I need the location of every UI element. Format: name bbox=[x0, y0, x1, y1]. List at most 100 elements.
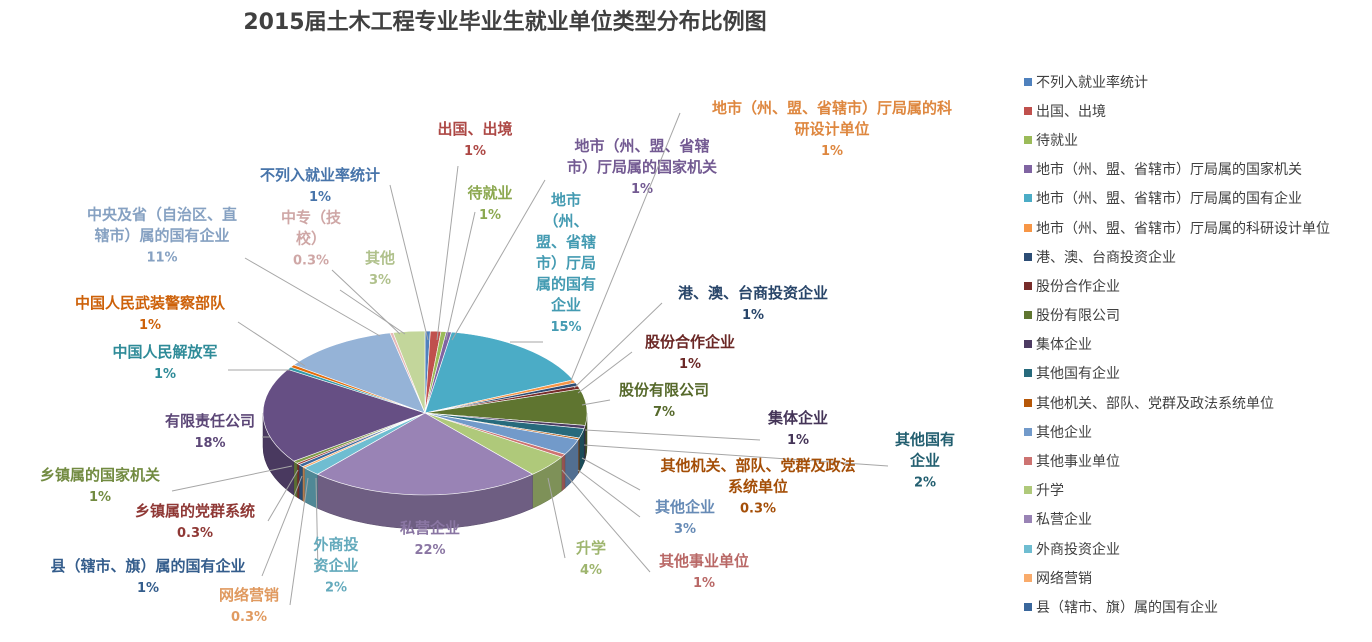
legend: 不列入就业率统计 出国、出境 待就业 地市（州、盟、省辖市）厅局属的国家机关 地市（州、… bbox=[1024, 67, 1369, 622]
legend-label: 其他事业单位 bbox=[1036, 454, 1120, 471]
legend-item: 其他事业单位 bbox=[1024, 446, 1369, 475]
legend-item: 股份有限公司 bbox=[1024, 301, 1369, 330]
slice-label: 有限责任公司 bbox=[165, 412, 255, 430]
slice-label: 乡镇属的党群系统 bbox=[135, 502, 255, 520]
slice-label: 资企业 bbox=[313, 557, 358, 575]
legend-label: 县（辖市、旗）属的国有企业 bbox=[1036, 599, 1218, 616]
slice-label: 县（辖市、旗）属的国有企业 bbox=[50, 557, 245, 575]
legend-swatch bbox=[1024, 77, 1032, 86]
leader-line bbox=[584, 429, 761, 441]
legend-swatch bbox=[1024, 573, 1032, 582]
legend-swatch bbox=[1024, 311, 1032, 320]
legend-item: 出国、出境 bbox=[1024, 96, 1369, 125]
leader-line bbox=[171, 465, 293, 492]
legend-swatch bbox=[1024, 427, 1032, 436]
legend-item: 股份合作企业 bbox=[1024, 271, 1369, 300]
leader-line bbox=[244, 257, 381, 337]
legend-label: 地市（州、盟、省辖市）厅局属的国家机关 bbox=[1036, 162, 1302, 179]
slice-percent: 22% bbox=[414, 543, 445, 558]
slice-label: 企业 bbox=[909, 452, 940, 470]
legend-swatch bbox=[1024, 135, 1032, 144]
legend-swatch bbox=[1024, 165, 1032, 174]
pie-slice-side bbox=[296, 462, 300, 499]
legend-swatch bbox=[1024, 369, 1032, 378]
slice-percent: 7% bbox=[653, 405, 675, 420]
legend-item: 其他国有企业 bbox=[1024, 359, 1369, 388]
slice-label: 其他 bbox=[365, 249, 395, 267]
legend-label: 地市（州、盟、省辖市）厅局属的国有企业 bbox=[1036, 191, 1302, 208]
leader-line bbox=[451, 179, 546, 341]
slice-label: 校） bbox=[296, 230, 326, 248]
slice-percent: 18% bbox=[194, 436, 225, 451]
leader-line bbox=[577, 469, 641, 518]
slice-percent: 15% bbox=[550, 320, 581, 335]
slice-label: 不列入就业率统计 bbox=[260, 166, 380, 184]
legend-swatch bbox=[1024, 515, 1032, 524]
legend-label: 外商投资企业 bbox=[1036, 541, 1120, 558]
legend-swatch bbox=[1024, 457, 1032, 466]
slice-percent: 1% bbox=[631, 182, 653, 197]
legend-swatch bbox=[1024, 544, 1032, 553]
slice-percent: 11% bbox=[146, 251, 177, 266]
slice-label: 中国人民武装警察部队 bbox=[75, 294, 226, 312]
slice-label: 集体企业 bbox=[767, 409, 828, 427]
legend-swatch bbox=[1024, 340, 1032, 349]
slice-percent: 1% bbox=[742, 308, 764, 323]
leader-line bbox=[569, 112, 681, 384]
legend-swatch bbox=[1024, 252, 1032, 261]
legend-item: 待就业 bbox=[1024, 125, 1369, 154]
slice-label: 研设计单位 bbox=[794, 120, 869, 138]
slice-label: 外商投 bbox=[312, 536, 358, 554]
legend-label: 升学 bbox=[1036, 483, 1064, 500]
legend-swatch bbox=[1024, 602, 1032, 611]
leader-line bbox=[315, 477, 319, 573]
leader-line bbox=[561, 469, 651, 573]
leader-line bbox=[445, 211, 476, 341]
legend-item: 不列入就业率统计 bbox=[1024, 67, 1369, 96]
slice-percent: 0.3% bbox=[231, 610, 267, 625]
slice-label: 市）厅局属的国家机关 bbox=[567, 158, 717, 176]
legend-label: 其他机关、部队、党群及政法系统单位 bbox=[1036, 395, 1274, 412]
slice-percent: 3% bbox=[674, 522, 696, 537]
slice-percent: 2% bbox=[325, 581, 347, 596]
slice-label: 出国、出境 bbox=[437, 120, 512, 138]
legend-label: 出国、出境 bbox=[1036, 103, 1106, 120]
slice-label: 其他事业单位 bbox=[659, 552, 749, 570]
slice-label: 其他机关、部队、党群及政法 bbox=[660, 457, 855, 475]
slice-percent: 1% bbox=[139, 318, 161, 333]
leader-line bbox=[267, 469, 299, 522]
slice-label: 辖市）属的国有企业 bbox=[94, 227, 229, 245]
legend-swatch bbox=[1024, 281, 1032, 290]
legend-item: 港、澳、台商投资企业 bbox=[1024, 242, 1369, 271]
leader-line bbox=[436, 165, 459, 341]
legend-label: 其他国有企业 bbox=[1036, 366, 1120, 383]
slice-label: 港、澳、台商投资企业 bbox=[678, 284, 828, 302]
slice-label: 中专（技 bbox=[281, 209, 342, 227]
slice-percent: 1% bbox=[479, 208, 501, 223]
slice-label: 乡镇属的国家机关 bbox=[40, 466, 160, 484]
pie-slice bbox=[424, 331, 574, 414]
legend-label: 待就业 bbox=[1036, 132, 1078, 149]
leader-line bbox=[581, 457, 641, 491]
leader-line bbox=[339, 289, 406, 335]
pie-slice bbox=[392, 330, 426, 414]
leader-line bbox=[547, 477, 566, 559]
legend-item: 其他企业 bbox=[1024, 417, 1369, 446]
legend-label: 不列入就业率统计 bbox=[1036, 74, 1148, 91]
legend-label: 其他企业 bbox=[1036, 424, 1092, 441]
slice-percent: 3% bbox=[369, 273, 391, 288]
slice-percent: 1% bbox=[309, 190, 331, 205]
slice-label: 系统单位 bbox=[728, 478, 788, 496]
slice-label: 其他国有 bbox=[895, 431, 955, 449]
slice-label: 盟、省辖 bbox=[536, 233, 596, 251]
legend-item: 地市（州、盟、省辖市）厅局属的国家机关 bbox=[1024, 155, 1369, 184]
chart-title: 2015届土木工程专业毕业生就业单位类型分布比例图 bbox=[243, 10, 767, 35]
slice-label: 地市（州、盟、省辖 bbox=[574, 137, 709, 155]
legend-item: 其他机关、部队、党群及政法系统单位 bbox=[1024, 388, 1369, 417]
slice-percent: 0.3% bbox=[177, 526, 213, 541]
slice-label: 企业 bbox=[550, 296, 581, 314]
slice-label: 待就业 bbox=[467, 184, 512, 202]
pie-slice bbox=[316, 412, 534, 496]
legend-label: 地市（州、盟、省辖市）厅局属的科研设计单位 bbox=[1036, 220, 1330, 237]
slice-percent: 1% bbox=[693, 576, 715, 591]
